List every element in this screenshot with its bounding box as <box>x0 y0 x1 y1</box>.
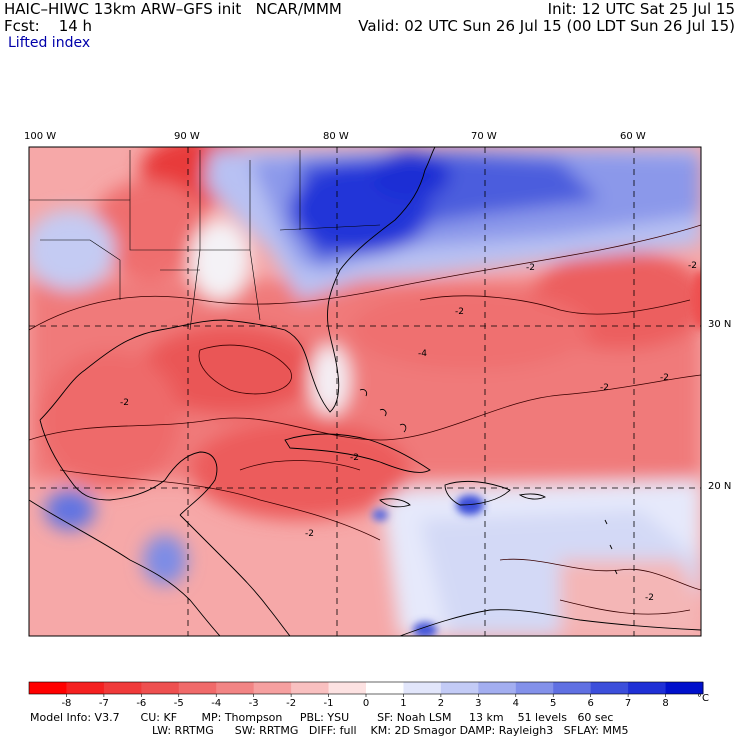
colorbar-tick-label: -4 <box>211 698 222 709</box>
colorbar-tick-label: -6 <box>136 698 147 709</box>
map-frame <box>28 146 702 637</box>
colorbar <box>28 681 704 697</box>
colorbar-swatch <box>216 682 255 694</box>
colorbar-tick-label: 3 <box>475 698 482 709</box>
colorbar-tick-label: 5 <box>550 698 557 709</box>
colorbar-swatch <box>478 682 517 694</box>
valid-time: Valid: 02 UTC Sun 26 Jul 15 (00 LDT Sun … <box>358 17 735 35</box>
colorbar-tick-label: 6 <box>587 698 594 709</box>
colorbar-swatch <box>328 682 367 694</box>
colorbar-swatch <box>366 682 404 694</box>
graticule <box>29 147 701 636</box>
init-time: Init: 12 UTC Sat 25 Jul 15 <box>547 0 735 18</box>
lon-label: 100 W <box>24 131 57 142</box>
colorbar-tick-label: -2 <box>286 698 297 709</box>
colorbar-tick-label: 4 <box>512 698 519 709</box>
lat-label: 30 N <box>708 319 732 330</box>
model-info-line2: LW: RRTMG SW: RRTMG DIFF: full KM: 2D Sm… <box>152 724 629 737</box>
forecast-hour: Fcst: 14 h <box>4 17 93 35</box>
colorbar-swatch <box>103 682 142 694</box>
coastlines <box>29 147 701 636</box>
colorbar-swatch <box>515 682 554 694</box>
lifted-index-field <box>29 147 701 636</box>
colorbar-swatch <box>403 682 442 694</box>
lon-label: 70 W <box>471 131 497 142</box>
colorbar-swatch <box>628 682 667 694</box>
colorbar-swatch <box>553 682 592 694</box>
contour-label: -2 <box>645 593 654 603</box>
colorbar-swatch <box>178 682 217 694</box>
contour-label: -2 <box>455 307 464 317</box>
lon-label: 90 W <box>174 131 200 142</box>
model-info-line1: Model Info: V3.7 CU: KF MP: Thompson PBL… <box>30 711 614 724</box>
state-borders <box>29 150 381 331</box>
colorbar-swatch <box>291 682 330 694</box>
lat-label: 20 N <box>708 481 732 492</box>
contour-label: -4 <box>418 349 427 359</box>
colorbar-swatch <box>141 682 180 694</box>
colorbar-tick-label: -3 <box>248 698 259 709</box>
colorbar-swatch <box>66 682 105 694</box>
contour-label: -2 <box>350 453 359 463</box>
colorbar-tick-label: -1 <box>323 698 334 709</box>
colorbar-tick-label: 7 <box>624 698 632 709</box>
field-label: Lifted index <box>8 35 91 51</box>
colorbar-swatch <box>590 682 629 694</box>
lon-label: 80 W <box>323 131 349 142</box>
colorbar-tick-label: 2 <box>437 698 445 709</box>
contour-lines <box>29 224 701 615</box>
colorbar-tick-label: 0 <box>362 698 370 709</box>
contour-label: -2 <box>526 263 535 273</box>
colorbar-tick-label: 8 <box>662 698 669 709</box>
colorbar-swatch <box>440 682 479 694</box>
colorbar-tick-label: -5 <box>173 698 184 709</box>
model-title: HAIC–HIWC 13km ARW–GFS init NCAR/MMM <box>4 0 342 18</box>
colorbar-swatch <box>29 682 67 694</box>
colorbar-swatch <box>253 682 292 694</box>
colorbar-tick-label: -7 <box>98 698 109 709</box>
lon-label: 60 W <box>620 131 646 142</box>
colorbar-swatch <box>665 682 704 694</box>
contour-label: -2 <box>600 383 609 393</box>
colorbar-unit: °C <box>697 693 709 704</box>
contour-label: -2 <box>305 529 314 539</box>
colorbar-tick-label: 1 <box>400 698 407 709</box>
contour-label: -2 <box>120 398 129 408</box>
contour-label: -2 <box>660 373 669 383</box>
contour-label: -2 <box>688 261 697 271</box>
colorbar-tick-label: -8 <box>61 698 72 709</box>
